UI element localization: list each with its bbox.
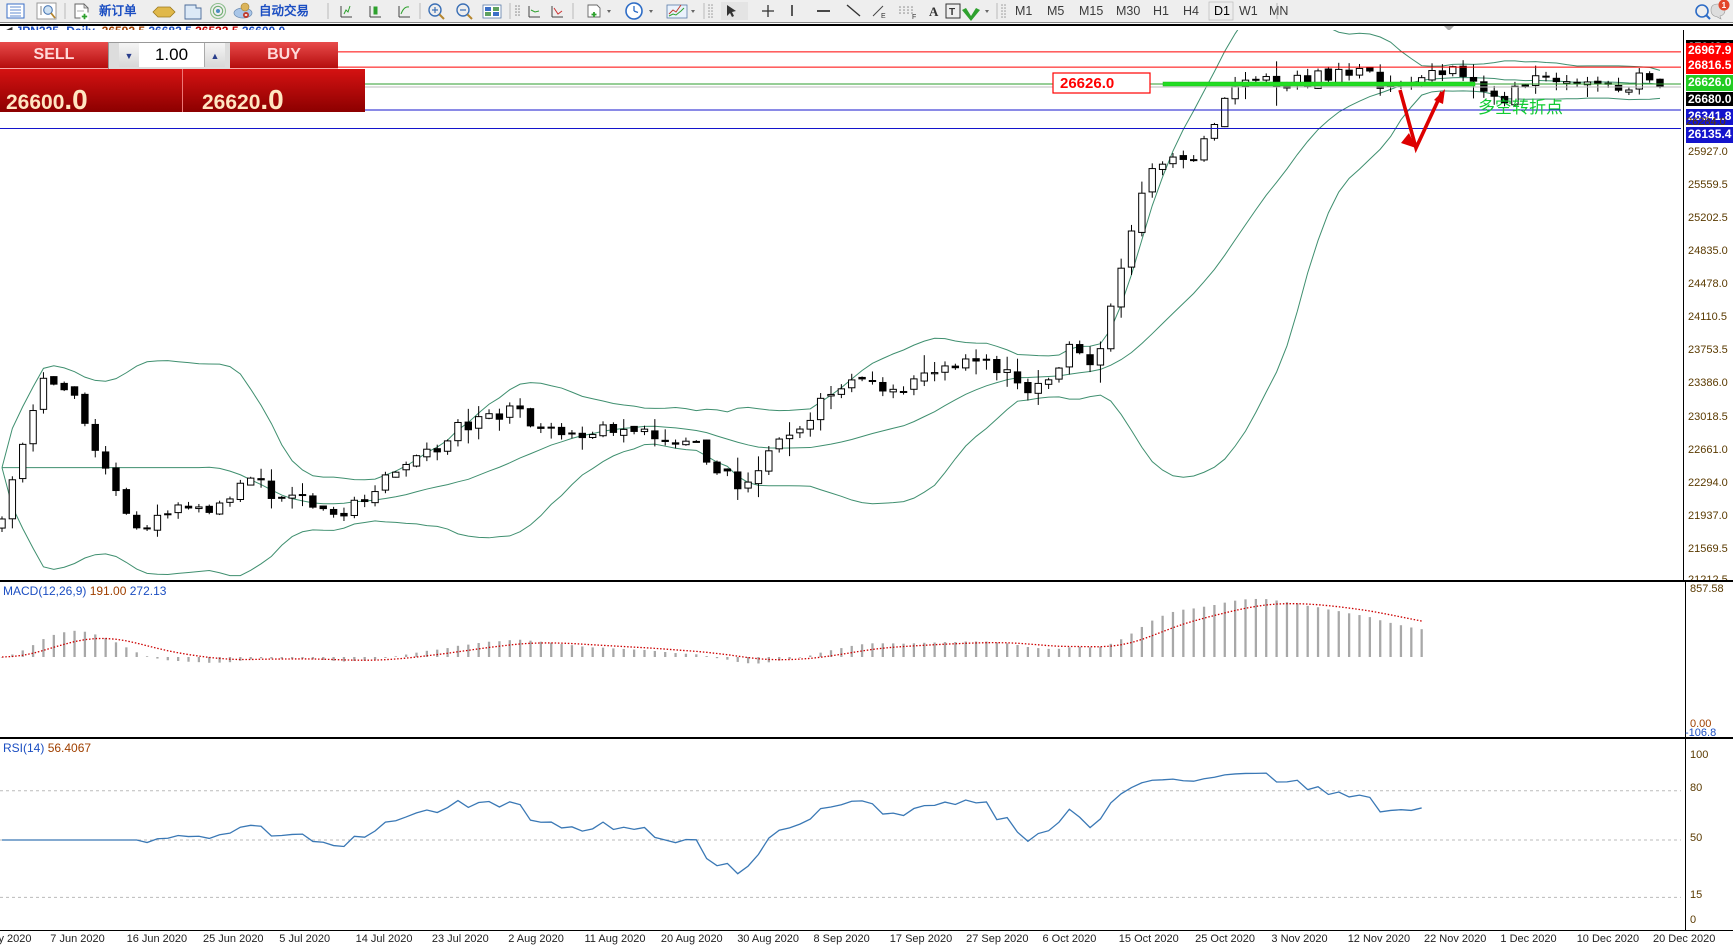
svg-text:H4: H4 [1183,4,1199,18]
svg-text:M15: M15 [1079,4,1103,18]
svg-text:M1: M1 [1015,4,1032,18]
svg-text:MN: MN [1269,4,1288,18]
svg-text:F: F [912,14,916,21]
svg-text:H1: H1 [1153,4,1169,18]
svg-text:自动交易: 自动交易 [259,3,309,18]
svg-text:多空转折点: 多空转折点 [1478,98,1563,117]
svg-text:新订单: 新订单 [99,3,137,18]
svg-text:M5: M5 [1047,4,1064,18]
svg-text:T: T [949,7,955,18]
svg-text:1: 1 [1722,0,1727,10]
svg-text:E: E [881,13,886,20]
svg-text:A: A [929,4,939,19]
svg-text:W1: W1 [1239,4,1258,18]
svg-text:M30: M30 [1116,4,1140,18]
svg-text:D1: D1 [1214,4,1230,18]
svg-text:26626.0: 26626.0 [1060,75,1114,92]
